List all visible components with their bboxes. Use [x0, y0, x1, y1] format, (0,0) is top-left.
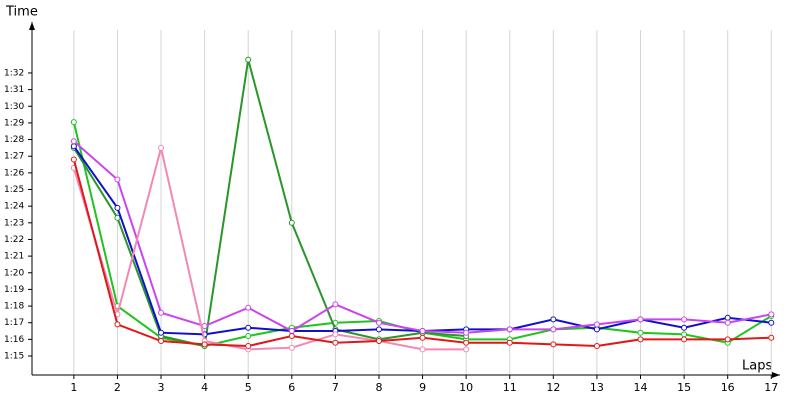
point	[245, 343, 252, 350]
x-axis-label: Laps	[742, 359, 772, 374]
y-tick-label: 1:32	[4, 68, 24, 78]
point	[724, 336, 731, 343]
point	[681, 336, 688, 343]
x-tick-label: 14	[634, 381, 648, 394]
y-tick-label: 1:29	[4, 118, 24, 128]
y-tick-label: 1:26	[4, 168, 24, 178]
y-tick-label: 1:19	[4, 285, 24, 295]
point	[637, 316, 644, 323]
y-tick-label: 1:15	[4, 352, 24, 362]
point	[681, 316, 688, 323]
y-tick-label: 1:16	[4, 335, 24, 345]
x-tick-label: 3	[158, 381, 165, 394]
point	[506, 339, 513, 346]
point	[681, 331, 688, 338]
point	[593, 343, 600, 350]
point	[419, 328, 426, 335]
point	[463, 339, 470, 346]
x-tick-label: 9	[419, 381, 426, 394]
point	[506, 326, 513, 333]
point	[768, 319, 775, 326]
point	[332, 331, 339, 338]
x-tick-label: 17	[764, 381, 778, 394]
point	[637, 329, 644, 336]
point	[70, 156, 77, 163]
x-tick-label: 5	[245, 381, 252, 394]
y-axis-arrow	[29, 22, 35, 30]
point	[550, 326, 557, 333]
x-tick-label: 10	[459, 381, 473, 394]
point	[158, 329, 165, 336]
point	[201, 323, 208, 330]
point	[114, 204, 121, 211]
y-tick-label: 1:31	[4, 85, 24, 95]
series-line	[72, 147, 467, 351]
point	[419, 334, 426, 341]
point	[768, 311, 775, 318]
point	[724, 314, 731, 321]
point	[70, 119, 77, 126]
point	[593, 326, 600, 333]
x-tick-label: 12	[546, 381, 560, 394]
x-tick-label: 6	[288, 381, 295, 394]
point	[332, 339, 339, 346]
x-tick-label: 15	[677, 381, 691, 394]
x-tick-label: 13	[590, 381, 604, 394]
point	[70, 138, 77, 145]
y-axis-label: Time	[5, 5, 38, 20]
y-tick-label: 1:24	[4, 202, 24, 212]
series-line	[72, 59, 467, 348]
y-tick-label: 1:25	[4, 185, 24, 195]
x-tick-label: 8	[375, 381, 382, 394]
point	[245, 304, 252, 311]
point	[768, 334, 775, 341]
point	[463, 346, 470, 353]
y-tick-label: 1:18	[4, 302, 24, 312]
point	[70, 143, 77, 150]
point	[463, 329, 470, 336]
x-tick-label: 2	[114, 381, 121, 394]
point	[637, 336, 644, 343]
y-tick-label: 1:27	[4, 152, 24, 162]
point	[158, 338, 165, 345]
point	[550, 341, 557, 348]
point	[201, 341, 208, 348]
point	[114, 176, 121, 183]
y-tick-label: 1:20	[4, 268, 24, 278]
point	[158, 144, 165, 151]
point	[375, 326, 382, 333]
point	[593, 321, 600, 328]
point	[375, 338, 382, 345]
point	[288, 333, 295, 340]
y-tick-label: 1:17	[4, 318, 24, 328]
y-tick-label: 1:28	[4, 135, 24, 145]
point	[245, 324, 252, 331]
x-axis-arrow	[772, 372, 780, 378]
point	[288, 219, 295, 226]
point	[288, 328, 295, 335]
point	[332, 301, 339, 308]
point	[375, 319, 382, 326]
point	[550, 316, 557, 323]
point	[419, 346, 426, 353]
x-tick-label: 7	[332, 381, 339, 394]
point	[158, 309, 165, 316]
x-tick-label: 4	[201, 381, 208, 394]
y-tick-label: 1:23	[4, 218, 24, 228]
y-tick-label: 1:30	[4, 102, 24, 112]
y-tick-label: 1:22	[4, 235, 24, 245]
point	[245, 333, 252, 340]
point	[724, 319, 731, 326]
point	[114, 321, 121, 328]
point	[114, 214, 121, 221]
x-tick-label: 1	[70, 381, 77, 394]
y-tick-label: 1:21	[4, 252, 24, 262]
point	[288, 344, 295, 351]
x-tick-label: 16	[721, 381, 735, 394]
x-tick-label: 11	[503, 381, 517, 394]
point	[245, 56, 252, 63]
point	[681, 324, 688, 331]
